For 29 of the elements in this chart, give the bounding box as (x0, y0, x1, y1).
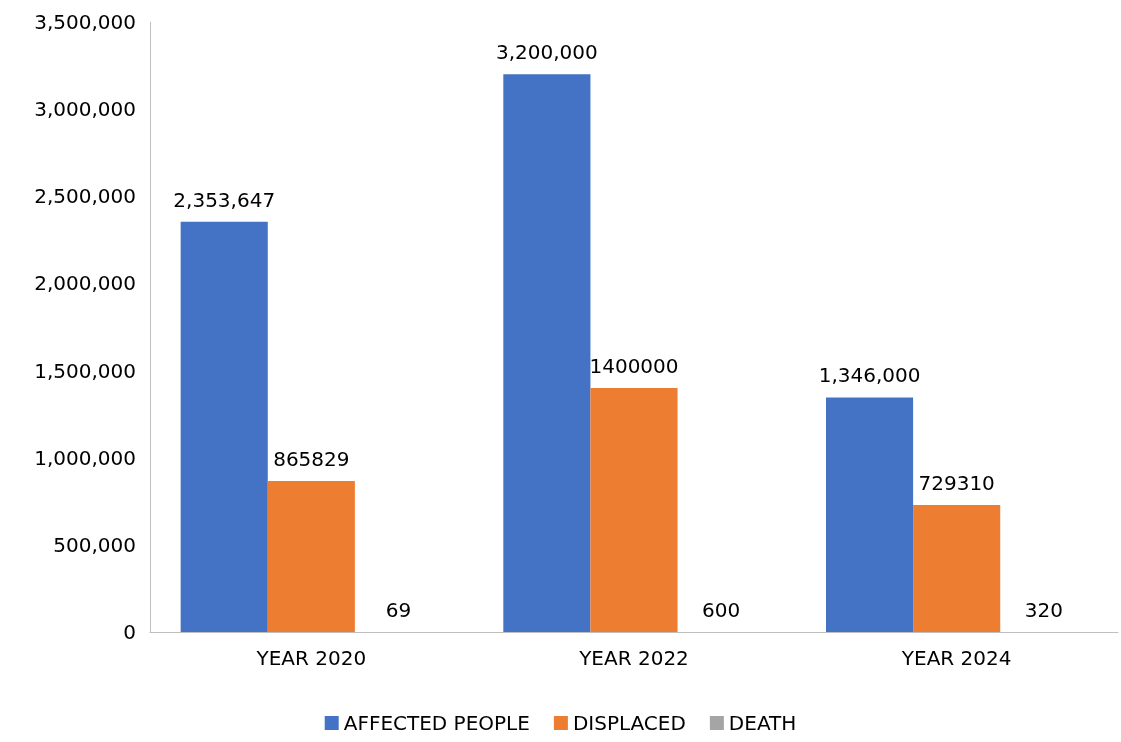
data-label: 729310 (918, 470, 995, 495)
legend-label: DEATH (728, 711, 797, 735)
y-tick-label: 3,500,000 (34, 10, 136, 34)
legend-label: DISPLACED (572, 711, 686, 735)
x-tick-label: YEAR 2022 (578, 646, 689, 670)
bar (825, 397, 914, 632)
data-label: 1400000 (589, 354, 679, 378)
data-label: 865829 (273, 447, 350, 472)
y-tick-label: 1,500,000 (34, 358, 136, 383)
data-label: 69 (385, 597, 412, 622)
bar (503, 74, 591, 632)
data-label: 320 (1024, 597, 1063, 622)
x-tick-label: YEAR 2020 (255, 646, 367, 670)
y-tick-label: 0 (123, 620, 136, 644)
x-tick-label: YEAR 2024 (900, 646, 1012, 670)
bar (267, 481, 355, 632)
y-tick-label: 500,000 (53, 532, 136, 557)
bar (180, 221, 268, 632)
y-tick-label: 2,500,000 (34, 184, 136, 209)
y-tick-label: 3,000,000 (34, 97, 136, 122)
bar (913, 504, 1001, 632)
y-tick-label: 1,000,000 (34, 445, 136, 470)
data-label: 1,346,000 (818, 363, 921, 388)
data-label: 3,200,000 (495, 40, 598, 65)
legend-label: AFFECTED PEOPLE (343, 711, 530, 735)
y-tick-label: 2,000,000 (34, 271, 136, 296)
data-label: 600 (702, 597, 741, 622)
bar (590, 388, 678, 632)
data-label: 2,353,647 (173, 187, 276, 212)
